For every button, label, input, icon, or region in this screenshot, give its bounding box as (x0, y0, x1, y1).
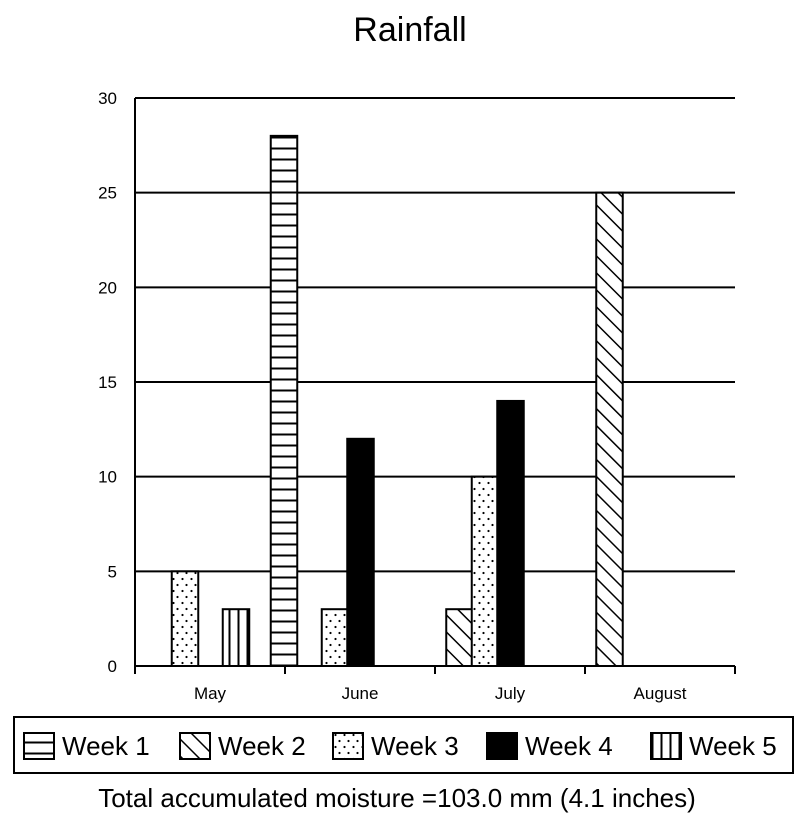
chart-title: Rainfall (353, 11, 466, 49)
bar-week-3-june (320, 608, 350, 668)
bar-week-2-july (445, 608, 474, 668)
category-labels: May June July August (194, 684, 687, 703)
bar-week-4-july (496, 399, 525, 667)
bar-week-3-july (470, 475, 500, 667)
bar-week-2-august (595, 191, 624, 668)
category-label: August (634, 684, 687, 703)
legend-swatch-week-3 (332, 732, 364, 760)
legend-label: Week 5 (689, 731, 777, 761)
y-tick-label: 0 (108, 657, 117, 676)
bar-week-3-may (170, 570, 200, 667)
legend-label: Week 1 (62, 731, 150, 761)
y-tick-label: 30 (98, 89, 117, 108)
y-tick-label: 15 (98, 373, 117, 392)
category-label: July (495, 684, 526, 703)
bar-week-1-june (269, 134, 299, 668)
bars (170, 134, 624, 668)
gridlines (135, 97, 735, 573)
legend-label: Week 4 (525, 731, 613, 761)
y-tick-label: 5 (108, 562, 117, 581)
category-label: May (194, 684, 227, 703)
y-tick-label: 25 (98, 184, 117, 203)
legend-swatch-week-5 (650, 732, 682, 760)
footnote: Total accumulated moisture =103.0 mm (4.… (98, 783, 696, 813)
bar-week-5-may (221, 608, 251, 668)
legend-swatch-week-1 (23, 732, 55, 760)
legend-label: Week 2 (218, 731, 306, 761)
y-axis: 0 5 10 15 20 25 30 (98, 89, 136, 676)
x-axis (134, 665, 736, 674)
bar-week-4-june (346, 437, 375, 667)
legend: Week 1 Week 2 Week 3 Week 4 Week 5 (13, 716, 794, 774)
legend-swatch-week-2 (179, 732, 211, 760)
y-tick-label: 10 (98, 468, 117, 487)
y-tick-label: 20 (98, 278, 117, 297)
legend-swatch-week-4 (486, 732, 518, 760)
legend-label: Week 3 (371, 731, 459, 761)
category-label: June (342, 684, 379, 703)
